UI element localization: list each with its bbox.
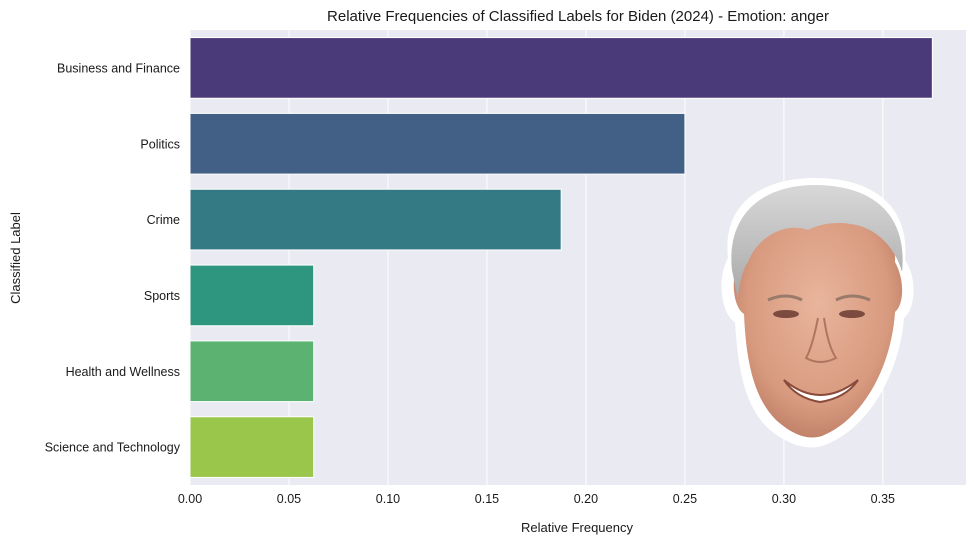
y-tick-label-0: Business and Finance	[57, 61, 180, 75]
x-tick-label-5: 0.25	[673, 492, 697, 506]
x-tick-label-2: 0.10	[376, 492, 400, 506]
y-tick-label-5: Science and Technology	[45, 441, 181, 455]
y-axis-label: Classified Label	[8, 212, 23, 304]
x-axis-label: Relative Frequency	[521, 520, 633, 535]
y-tick-label-2: Crime	[147, 213, 180, 227]
y-axis-categories: Business and Finance Politics Crime Sports H…	[45, 61, 181, 454]
x-tick-label-0: 0.00	[178, 492, 202, 506]
face-eye-right	[839, 310, 865, 318]
face-brow-right	[835, 294, 871, 302]
x-tick-label-6: 0.30	[772, 492, 796, 506]
chart-title: Relative Frequencies of Classified Label…	[327, 8, 829, 25]
y-tick-label-1: Politics	[140, 137, 180, 151]
x-tick-label-4: 0.20	[574, 492, 598, 506]
y-tick-label-4: Health and Wellness	[66, 365, 180, 379]
x-tick-label-1: 0.05	[277, 492, 301, 506]
face-smile	[783, 379, 859, 404]
bar-crime	[189, 188, 562, 251]
bar-politics	[189, 112, 686, 175]
x-axis-ticks: 0.00 0.05 0.10 0.15 0.20 0.25 0.30 0.35	[178, 492, 895, 506]
face-eye-left	[773, 310, 799, 318]
y-tick-label-3: Sports	[144, 289, 180, 303]
x-tick-label-3: 0.15	[475, 492, 499, 506]
face-photo-decoration	[721, 178, 914, 448]
bar-business-and-finance	[189, 37, 933, 99]
face-hair	[731, 185, 903, 300]
face-nose	[804, 317, 838, 363]
bar-science-and-technology	[189, 416, 315, 478]
bars	[189, 37, 933, 478]
face-brow-left	[767, 294, 803, 302]
bar-health-and-wellness	[189, 340, 315, 403]
face-skin	[733, 195, 903, 438]
x-tick-label-7: 0.35	[871, 492, 895, 506]
bar-sports	[189, 264, 315, 327]
